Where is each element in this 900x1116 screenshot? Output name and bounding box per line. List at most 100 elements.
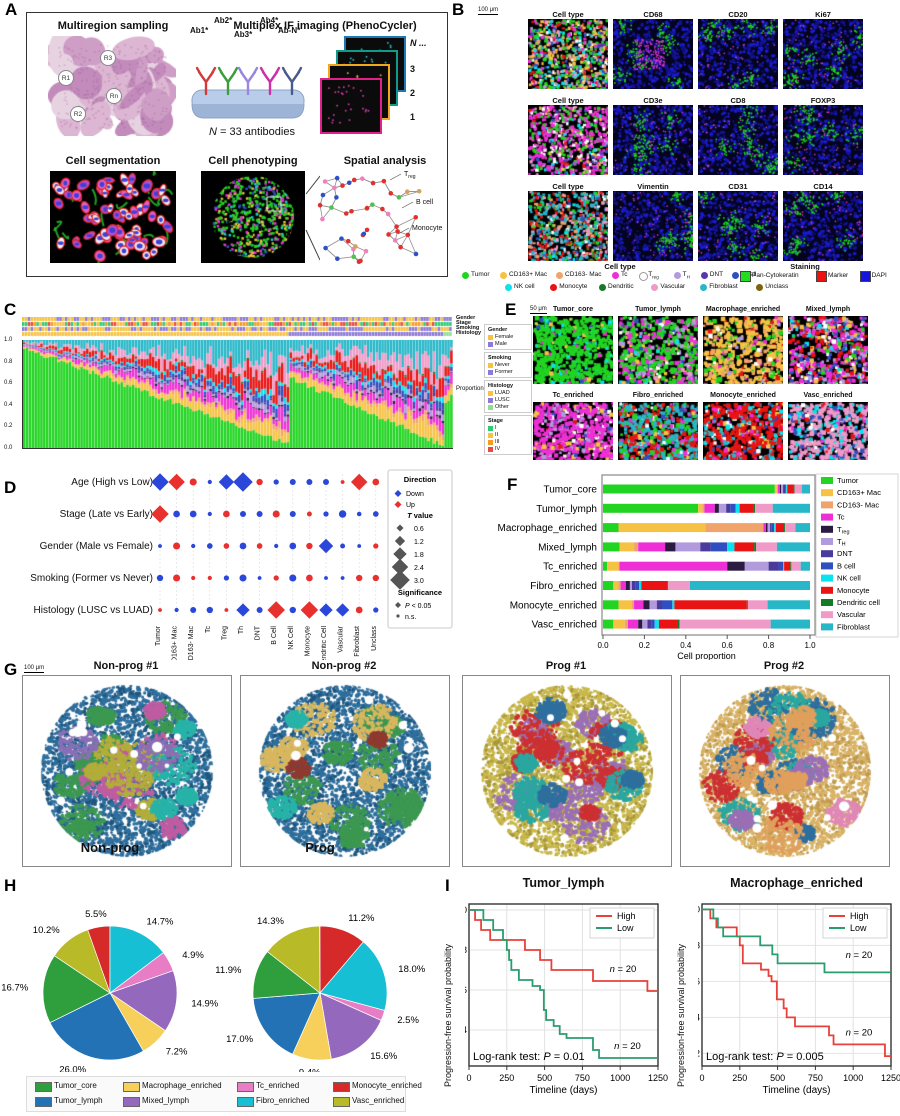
- hbar-segment: [744, 561, 769, 571]
- tile-header-cell-type: Cell type: [552, 182, 584, 191]
- km-xtick: 0: [466, 1073, 471, 1083]
- hbar-segment: [783, 484, 786, 494]
- legend-title: Histology: [488, 383, 514, 389]
- hbar-segment: [794, 484, 802, 494]
- hbar-segment: [625, 581, 630, 590]
- hbar-segment: [785, 523, 796, 533]
- hbar-segment: [641, 581, 668, 590]
- tile-header-cd20: CD20: [728, 10, 748, 19]
- panel-c: C 1.0 0.8 0.6 0.4 0.2 0.0 Gender Stage Smoking H…: [0, 298, 532, 460]
- panel-c-ytick: 0.2: [4, 423, 13, 430]
- km-xtick: 1000: [843, 1073, 863, 1083]
- dot-col-label: Tumor: [155, 625, 162, 646]
- legend-swatch: [488, 341, 493, 347]
- legend-item: LUSC: [488, 397, 528, 403]
- plate-1: [320, 78, 382, 134]
- dot-marker-diamond: [218, 474, 235, 490]
- antibody-label: Ab3*: [234, 30, 253, 39]
- dot-marker-diamond: [319, 603, 333, 617]
- hbar-xlabel: Cell proportion: [677, 651, 736, 660]
- cn-image-tumor_core: [533, 316, 613, 384]
- hbar-row-label: Tc_enriched: [543, 562, 597, 573]
- panel-i: I Tumor_lymph Progression-free survival p…: [440, 872, 900, 1116]
- dot-col-label: DNT: [255, 625, 262, 640]
- hbar-legend-label: Fibroblast: [837, 622, 871, 631]
- hbar-legend-label: NK cell: [837, 574, 861, 583]
- hbar-segment: [730, 503, 736, 513]
- legend-swatch: [488, 439, 493, 445]
- pie-pct-label: 4.9%: [182, 950, 204, 961]
- network-node-label: Monocyte: [412, 225, 442, 232]
- legend-item: III: [488, 439, 528, 445]
- hbar-row-label: Macrophage_enriched: [497, 523, 597, 534]
- hbar-segment: [777, 484, 780, 494]
- hbar-segment: [619, 542, 635, 552]
- hbar-segment: [705, 523, 764, 533]
- hbar-segment: [661, 600, 673, 610]
- legend-swatch: [488, 362, 493, 368]
- km-ylabel: Progression-free survival probability: [676, 943, 686, 1087]
- hbar-segment: [613, 581, 619, 590]
- dot-marker-diamond: [168, 473, 185, 491]
- km-ytick: 1.0: [698, 904, 700, 914]
- dot-marker-circle: [189, 510, 197, 518]
- km-ylabel: Progression-free survival probability: [443, 943, 453, 1087]
- pie-legend-swatch: [123, 1097, 140, 1107]
- pie-pct-label: 26.0%: [59, 1065, 86, 1072]
- hbar-segment: [634, 600, 644, 610]
- hbar-xtick: 0.6: [722, 641, 734, 650]
- antibody-count-label: N = 33 antibodies: [209, 126, 295, 138]
- svg-text:Down: Down: [406, 491, 424, 498]
- hbar-segment: [643, 600, 650, 610]
- pie-slice-fibro_enriched: [319, 941, 388, 1011]
- panel-b: B 100 μm Cell type CD68 CD20 Ki67 Cell type C…: [450, 0, 900, 298]
- hbar-row-label: Tumor_core: [543, 485, 597, 496]
- dot-marker-circle: [189, 478, 197, 486]
- panel-i-label: I: [445, 876, 450, 895]
- annotation-row-label: Smoking: [456, 325, 480, 331]
- legend-swatch: [488, 404, 493, 410]
- hbar-segment: [603, 619, 614, 629]
- panel-c-label: C: [4, 300, 17, 319]
- dot-marker-circle: [223, 575, 230, 581]
- hbar-segment: [772, 503, 810, 513]
- hbar-segment: [658, 619, 678, 629]
- pie-slice-tumor_lymph: [49, 992, 144, 1061]
- dot-marker-circle: [240, 511, 246, 517]
- panel-c-legend-histology: Histology LUAD LUSC Other: [484, 380, 532, 413]
- hbar-segment: [714, 503, 719, 513]
- tile-header-ki67: Ki67: [815, 10, 831, 19]
- cell-type-legend-title: Cell type: [604, 262, 636, 271]
- pie-legend-swatch: [237, 1097, 254, 1107]
- pie-legend-swatch: [35, 1097, 52, 1107]
- hbar-segment: [639, 581, 642, 590]
- dot-marker-circle: [372, 478, 380, 486]
- pie-pct-label: 18.0%: [398, 964, 425, 975]
- cn-image-mixed_lymph: [788, 316, 868, 384]
- hbar-segment: [710, 542, 728, 552]
- dot-marker-diamond: [151, 473, 169, 491]
- legend-swatch: [673, 272, 681, 279]
- hbar-segment: [702, 503, 705, 513]
- pie-slice-tumor_lymph: [252, 992, 321, 1055]
- dot-marker-circle: [239, 574, 247, 582]
- hbar-segment: [700, 542, 711, 552]
- stain-image-cd8: [698, 105, 778, 175]
- hbar-segment: [784, 523, 786, 533]
- plate-number-label: N ...: [410, 38, 427, 48]
- legend-swatch: [599, 284, 606, 291]
- tile-title-vasc_enriched: Vasc_enriched: [803, 392, 853, 399]
- antibody-label: Ab-N*: [278, 26, 301, 35]
- hbar-segment: [638, 619, 643, 629]
- dot-col-label: Tc: [205, 626, 212, 634]
- g-sample-box: [240, 675, 450, 867]
- svg-text:Significance: Significance: [398, 588, 442, 597]
- dot-marker-circle: [289, 574, 297, 582]
- dot-row-label: Smoking (Former vs Never): [30, 573, 153, 584]
- tile-title-tumor_core: Tumor_core: [553, 306, 593, 313]
- panel-a: A Multiregion sampling Multiplex IF imag…: [0, 0, 450, 298]
- hbar-xtick: 0.8: [763, 641, 775, 650]
- hbar-legend-label: CD163+ Mac: [837, 488, 881, 497]
- dot-marker-circle: [223, 510, 230, 518]
- dot-marker-circle: [323, 479, 329, 485]
